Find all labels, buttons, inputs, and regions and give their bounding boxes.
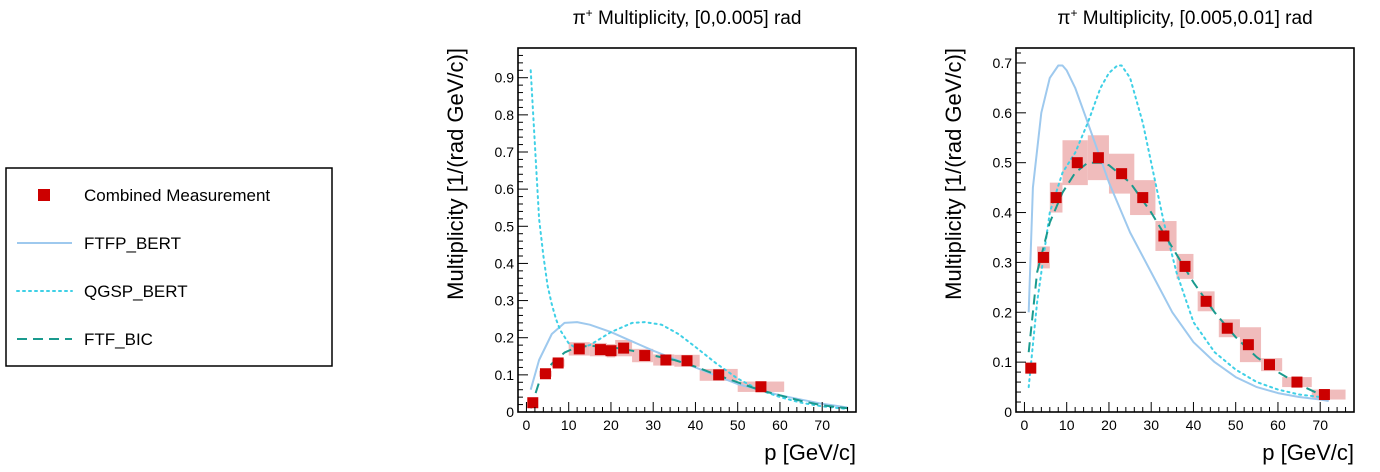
data-point [1158, 230, 1170, 242]
data-point [1116, 168, 1128, 180]
x-tick-label: 40 [1186, 417, 1202, 433]
chart-title-text: Multiplicity, [0,0.005] rad [593, 8, 802, 29]
x-tick-label: 0 [1021, 417, 1029, 433]
x-tick-label: 70 [814, 417, 830, 433]
y-tick-label: 0.5 [993, 155, 1013, 171]
x-tick-label: 10 [1059, 417, 1075, 433]
x-tick-label: 60 [772, 417, 788, 433]
x-axis-label: p [GeV/c] [1262, 440, 1354, 465]
x-tick-label: 20 [603, 417, 619, 433]
x-tick-label: 30 [1143, 417, 1159, 433]
chart-title-symbol: π [573, 8, 586, 29]
y-tick-label: 0 [1004, 404, 1012, 420]
legend-label-1: FTFP_BERT [84, 234, 181, 253]
y-tick-label: 0.4 [993, 205, 1013, 221]
y-tick-label: 0.1 [993, 354, 1013, 370]
y-axis-label: Multiplicity [1/(rad GeV/c)] [941, 48, 966, 300]
data-point [1037, 251, 1049, 263]
x-tick-label: 70 [1312, 417, 1328, 433]
data-point [594, 344, 606, 356]
chart-title: π+ Multiplicity, [0.005,0.01] rad [1057, 6, 1312, 29]
y-axis-label: Multiplicity [1/(rad GeV/c)] [443, 48, 468, 300]
chart-title-sup: + [1070, 6, 1077, 20]
chart-title-text: Multiplicity, [0.005,0.01] rad [1077, 8, 1312, 29]
data-point [1092, 152, 1104, 164]
data-point [1264, 359, 1275, 371]
data-point [539, 368, 551, 380]
chart-title-sup: + [586, 6, 593, 20]
plot-area [527, 69, 849, 410]
chart-title-symbol: π [1057, 8, 1070, 29]
y-tick-label: 0.6 [993, 105, 1013, 121]
legend-marker-0 [38, 189, 50, 201]
y-tick-label: 0.4 [495, 255, 515, 271]
legend-label-0: Combined Measurement [84, 186, 270, 205]
data-point [713, 369, 725, 381]
y-tick-label: 0.2 [495, 330, 515, 346]
data-point [1242, 339, 1254, 351]
y-tick-label: 0.7 [495, 144, 515, 160]
series-line-ftfp-bert [1027, 64, 1329, 402]
y-tick-label: 0.3 [495, 293, 515, 309]
y-tick-label: 0.2 [993, 304, 1013, 320]
data-point [573, 343, 585, 355]
data-point [527, 397, 539, 409]
x-tick-label: 40 [688, 417, 704, 433]
y-tick-label: 0.8 [495, 107, 515, 123]
y-tick-label: 0.5 [495, 218, 515, 234]
chart-title: π+ Multiplicity, [0,0.005] rad [573, 6, 802, 29]
data-point [681, 355, 693, 367]
x-tick-label: 30 [645, 417, 661, 433]
x-axis-label: p [GeV/c] [764, 440, 856, 465]
data-point [1050, 192, 1062, 204]
data-point [1221, 322, 1233, 334]
legend: Combined Measurement FTFP_BERT QGSP_BERT FT… [5, 167, 333, 367]
legend-box [5, 167, 333, 367]
data-point [605, 345, 617, 357]
data-point [1291, 376, 1303, 388]
x-tick-label: 50 [1228, 417, 1244, 433]
series-line-qgsp-bert [1027, 64, 1330, 399]
chart-panel-1: π+ Multiplicity, [0,0.005] rad 0 10 20 30 40 5… [443, 6, 857, 465]
data-point [618, 342, 630, 354]
x-tick-label: 0 [523, 417, 531, 433]
y-tick-label: 0 [506, 404, 514, 420]
y-tick-label: 0.1 [495, 367, 515, 383]
y-tick-label: 0.7 [993, 55, 1013, 71]
data-point [639, 350, 651, 362]
chart-panel-2: π+ Multiplicity, [0.005,0.01] rad 0 10 20 30… [941, 6, 1355, 465]
data-point [1025, 362, 1037, 374]
series-line-ftf-bic [1027, 161, 1329, 398]
y-tick-label: 0.3 [993, 254, 1013, 270]
data-point [1071, 157, 1083, 169]
data-point [755, 381, 767, 393]
data-point [1318, 389, 1330, 401]
data-point [552, 357, 564, 369]
y-tick-label: 0.6 [495, 181, 515, 197]
x-tick-label: 10 [561, 417, 577, 433]
plot-frame [1015, 47, 1355, 413]
data-point [660, 354, 672, 366]
series-line-ftfp-bert [529, 321, 848, 409]
x-tick-label: 60 [1270, 417, 1286, 433]
legend-label-2: QGSP_BERT [84, 282, 188, 301]
x-tick-label: 20 [1101, 417, 1117, 433]
legend-label-3: FTF_BIC [84, 330, 153, 349]
plot-area [1025, 64, 1346, 402]
data-point [1179, 260, 1191, 272]
x-tick-label: 50 [730, 417, 746, 433]
data-point [1200, 295, 1212, 307]
data-point [1137, 192, 1149, 204]
y-tick-label: 0.9 [495, 70, 515, 86]
